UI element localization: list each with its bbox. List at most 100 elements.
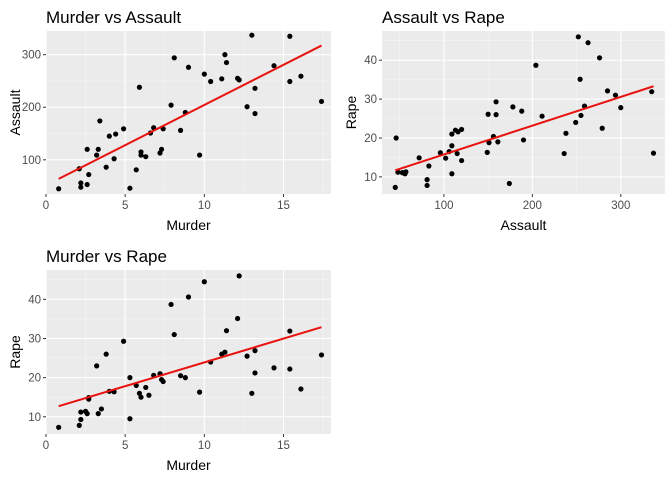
- data-point: [76, 422, 82, 428]
- panel-title: Assault vs Rape: [382, 8, 505, 27]
- data-point: [510, 104, 516, 110]
- x-tick-label: 100: [434, 200, 453, 212]
- regression-line: [58, 326, 322, 408]
- data-points: [392, 34, 657, 190]
- data-point: [437, 150, 443, 156]
- data-point: [56, 424, 62, 430]
- data-point: [196, 152, 203, 158]
- data-point: [416, 155, 422, 161]
- data-point: [495, 139, 501, 145]
- tick-marks: [379, 59, 622, 197]
- data-point: [138, 149, 144, 155]
- data-point: [573, 119, 579, 126]
- data-point: [449, 131, 455, 137]
- tick-marks: [43, 54, 284, 197]
- data-point: [287, 78, 293, 85]
- data-point: [185, 294, 192, 300]
- data-point: [596, 55, 603, 61]
- data-point: [249, 390, 255, 396]
- data-point: [201, 71, 207, 77]
- y-tick-label: 20: [28, 373, 41, 385]
- y-tick-label: 40: [28, 294, 41, 306]
- x-tick-labels: 100 200 300: [434, 200, 630, 212]
- data-point: [168, 301, 174, 308]
- data-point: [84, 181, 90, 188]
- data-point: [127, 185, 133, 191]
- data-point: [604, 88, 611, 94]
- data-point: [539, 113, 545, 119]
- data-point: [78, 184, 84, 190]
- data-point: [177, 373, 184, 379]
- y-tick-label: 10: [28, 412, 41, 424]
- x-tick-label: 15: [277, 440, 290, 452]
- regression-line: [58, 44, 322, 180]
- x-tick-label: 200: [523, 200, 542, 212]
- data-point: [196, 389, 203, 395]
- data-point: [318, 98, 325, 105]
- data-point: [234, 315, 241, 322]
- data-point: [111, 156, 117, 162]
- data-point: [561, 150, 567, 157]
- x-tick-labels: 0 5 10 15: [43, 200, 290, 212]
- data-point: [185, 64, 192, 70]
- x-tick-label: 300: [611, 200, 630, 212]
- data-points: [56, 273, 325, 430]
- data-point: [143, 384, 149, 391]
- data-point: [244, 104, 250, 110]
- data-point: [103, 164, 109, 170]
- data-point: [287, 366, 293, 372]
- data-point: [78, 416, 84, 423]
- data-point: [298, 73, 304, 79]
- data-point: [127, 375, 133, 381]
- data-point: [533, 62, 539, 68]
- panel-murder-vs-assault: Murder vs Assault 0 5 10 15 100 200 300 Murde…: [7, 8, 331, 233]
- data-point: [103, 351, 109, 357]
- data-point: [484, 149, 490, 155]
- tick-marks: [43, 298, 284, 437]
- x-tick-labels: 0 5 10 15: [43, 440, 290, 452]
- grid-major: [45, 31, 331, 194]
- data-point: [97, 118, 103, 124]
- y-tick-label: 30: [364, 94, 377, 106]
- y-tick-labels: 10 20 30 40: [28, 294, 41, 423]
- data-point: [120, 126, 127, 132]
- data-point: [78, 180, 84, 186]
- x-tick-label: 5: [122, 200, 128, 212]
- data-point: [252, 85, 258, 91]
- data-point: [449, 171, 455, 177]
- data-point: [650, 150, 657, 156]
- data-point: [649, 89, 655, 95]
- data-point: [127, 416, 133, 422]
- x-axis-label: Murder: [166, 457, 211, 473]
- data-point: [618, 105, 624, 111]
- data-point: [236, 77, 242, 83]
- data-point: [94, 363, 100, 369]
- y-axis-label: Rape: [7, 335, 23, 369]
- x-axis-label: Assault: [501, 217, 547, 233]
- data-point: [287, 328, 293, 334]
- data-point: [485, 111, 491, 117]
- data-point: [98, 406, 105, 412]
- data-point: [223, 328, 230, 334]
- panel-assault-vs-rape: Assault vs Rape 100 200 300 10 20 30 40 Assau…: [343, 8, 666, 233]
- data-point: [168, 102, 174, 108]
- data-point: [575, 34, 581, 40]
- data-point: [506, 180, 512, 187]
- data-point: [392, 184, 398, 190]
- data-point: [577, 76, 583, 82]
- data-point: [84, 411, 90, 417]
- y-tick-label: 40: [364, 55, 377, 67]
- y-tick-label: 20: [364, 133, 377, 145]
- data-point: [182, 375, 188, 381]
- data-point: [133, 167, 139, 173]
- y-tick-label: 100: [22, 155, 41, 167]
- data-point: [298, 386, 304, 392]
- grid-minor: [382, 31, 666, 194]
- x-tick-label: 5: [122, 440, 128, 452]
- x-tick-label: 0: [43, 440, 49, 452]
- data-point: [578, 112, 584, 119]
- data-point: [519, 108, 525, 114]
- data-point: [106, 133, 112, 139]
- y-tick-labels: 10 20 30 40: [364, 55, 377, 184]
